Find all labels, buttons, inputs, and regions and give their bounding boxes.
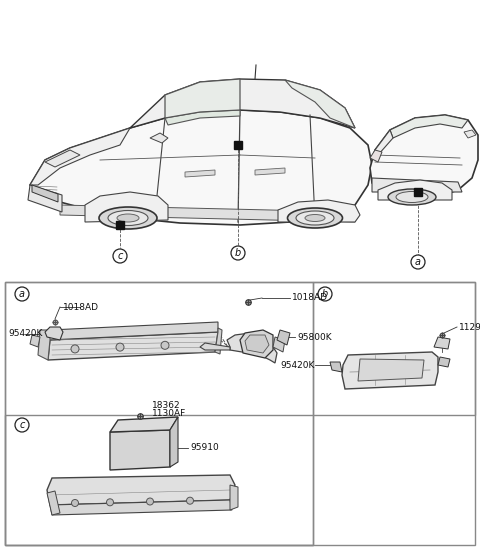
Polygon shape [28, 185, 62, 212]
Text: a: a [19, 289, 25, 299]
Polygon shape [240, 330, 273, 358]
Circle shape [318, 287, 332, 301]
Polygon shape [390, 115, 468, 138]
Polygon shape [45, 150, 80, 167]
Text: 95420K: 95420K [280, 360, 314, 370]
Polygon shape [370, 150, 382, 162]
Circle shape [411, 255, 425, 269]
Polygon shape [47, 491, 60, 515]
Polygon shape [32, 185, 58, 202]
Circle shape [116, 343, 124, 351]
Ellipse shape [288, 208, 343, 228]
Polygon shape [165, 110, 240, 125]
Circle shape [107, 499, 113, 506]
Text: 95910: 95910 [190, 443, 219, 453]
Polygon shape [200, 343, 230, 350]
Polygon shape [278, 200, 360, 222]
Polygon shape [255, 168, 285, 175]
Polygon shape [273, 337, 285, 352]
Text: b: b [235, 248, 241, 258]
Polygon shape [48, 332, 218, 360]
Text: 95420K: 95420K [8, 329, 42, 338]
Polygon shape [358, 359, 424, 381]
Polygon shape [330, 362, 342, 372]
Ellipse shape [305, 214, 325, 222]
Polygon shape [48, 322, 218, 340]
Text: 1129EE: 1129EE [459, 322, 480, 332]
Polygon shape [434, 337, 450, 349]
Bar [5, 415, 313, 545]
Polygon shape [215, 328, 222, 354]
Ellipse shape [396, 191, 428, 202]
Polygon shape [50, 500, 232, 515]
Polygon shape [370, 115, 478, 200]
Text: a: a [415, 257, 421, 267]
Circle shape [71, 345, 79, 353]
Polygon shape [342, 352, 438, 389]
Polygon shape [464, 130, 476, 138]
Text: 1018AD: 1018AD [63, 302, 99, 311]
Ellipse shape [388, 189, 436, 205]
Polygon shape [170, 417, 178, 467]
Polygon shape [30, 128, 130, 185]
Polygon shape [45, 327, 63, 340]
Polygon shape [165, 79, 240, 118]
Text: 18362: 18362 [152, 402, 180, 410]
Text: c: c [19, 420, 24, 430]
Circle shape [15, 418, 29, 432]
Circle shape [113, 249, 127, 263]
Ellipse shape [108, 211, 148, 226]
Text: 1018AD: 1018AD [292, 294, 328, 302]
Polygon shape [378, 180, 452, 200]
Polygon shape [30, 335, 40, 347]
Circle shape [146, 498, 154, 505]
Circle shape [15, 287, 29, 301]
Polygon shape [372, 178, 462, 192]
Circle shape [72, 499, 79, 507]
Circle shape [187, 497, 193, 504]
Text: b: b [322, 289, 328, 299]
Polygon shape [38, 330, 50, 360]
Ellipse shape [296, 211, 334, 225]
Polygon shape [85, 192, 168, 222]
Text: c: c [117, 251, 123, 261]
Polygon shape [438, 357, 450, 367]
Polygon shape [230, 485, 238, 510]
Polygon shape [277, 330, 290, 345]
Polygon shape [47, 475, 235, 505]
Polygon shape [150, 133, 168, 143]
Circle shape [161, 342, 169, 349]
Polygon shape [110, 430, 170, 470]
Polygon shape [130, 79, 355, 128]
Ellipse shape [99, 207, 157, 229]
Circle shape [231, 246, 245, 260]
Polygon shape [110, 417, 178, 432]
Polygon shape [185, 170, 215, 177]
Polygon shape [60, 205, 355, 222]
Polygon shape [227, 333, 277, 363]
Text: 1130AF: 1130AF [152, 410, 186, 419]
Bar [0, 2, 480, 282]
Bar [313, 282, 475, 415]
Bar [5, 282, 475, 545]
Polygon shape [285, 80, 355, 128]
Text: 95800K: 95800K [297, 333, 332, 342]
Polygon shape [375, 130, 393, 155]
Polygon shape [30, 110, 372, 225]
Ellipse shape [117, 214, 139, 222]
Polygon shape [245, 335, 269, 353]
Bar [5, 282, 313, 545]
